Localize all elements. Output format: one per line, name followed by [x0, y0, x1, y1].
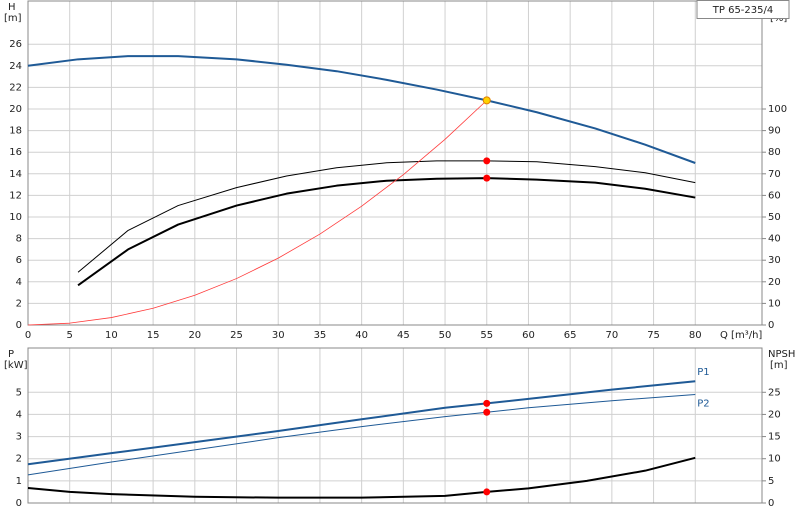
- series-line: [27, 380, 696, 466]
- y-tick-label: 0: [16, 320, 22, 331]
- y-tick-label: 2: [16, 454, 22, 465]
- y2-axis-label: NPSH: [768, 349, 795, 360]
- x-tick-label: 35: [314, 330, 327, 341]
- x-tick-label: 30: [272, 330, 285, 341]
- y2-tick-label: 90: [768, 126, 781, 137]
- y-tick-label: 6: [16, 255, 22, 266]
- y-axis-unit: [kW]: [4, 360, 28, 371]
- y-axis-unit: [m]: [4, 13, 22, 24]
- series-label: P2: [697, 399, 709, 410]
- y2-tick-label: 15: [768, 432, 781, 443]
- y-tick-label: 18: [9, 126, 22, 137]
- chart-title: TP 65-235/4: [712, 5, 773, 16]
- x-tick-label: 75: [647, 330, 660, 341]
- y2-tick-label: 25: [768, 387, 781, 398]
- y-tick-label: 2: [16, 298, 22, 309]
- x-tick-label: 0: [25, 330, 31, 341]
- x-tick-label: 70: [605, 330, 618, 341]
- y2-tick-label: 80: [768, 147, 781, 158]
- series-line: [77, 177, 696, 287]
- y-tick-label: 5: [16, 387, 22, 398]
- duty-point: [483, 408, 491, 416]
- x-tick-label: 50: [439, 330, 452, 341]
- y-tick-label: 24: [9, 61, 22, 72]
- duty-point: [483, 399, 491, 407]
- title-box: [696, 0, 790, 19]
- x-tick-label: 55: [480, 330, 493, 341]
- plot-frame: [27, 0, 763, 326]
- y2-tick-label: 100: [768, 104, 787, 115]
- y-tick-label: 14: [9, 169, 22, 180]
- y2-tick-label: 60: [768, 190, 781, 201]
- y2-tick-label: 0: [768, 498, 774, 509]
- y2-tick-label: 10: [768, 454, 781, 465]
- series-line: [27, 394, 696, 476]
- x-tick-label: 40: [355, 330, 368, 341]
- series-line: [27, 456, 696, 499]
- series-label: P1: [697, 367, 709, 378]
- x-tick-label: 5: [67, 330, 73, 341]
- y-tick-label: 16: [9, 147, 22, 158]
- y2-tick-label: 70: [768, 169, 781, 180]
- duty-point: [483, 157, 491, 165]
- series-line: [27, 55, 696, 164]
- y2-tick-label: 5: [768, 476, 774, 487]
- x-tick-label: 60: [522, 330, 535, 341]
- y-tick-label: 1: [16, 476, 22, 487]
- y-tick-label: 12: [9, 190, 22, 201]
- duty-point: [483, 488, 491, 496]
- y-tick-label: 20: [9, 104, 22, 115]
- y2-tick-label: 10: [768, 298, 781, 309]
- x-tick-label: 45: [397, 330, 410, 341]
- plot-frame: [27, 347, 763, 504]
- y2-axis-unit: [m]: [770, 360, 788, 371]
- x-tick-label: 20: [188, 330, 201, 341]
- y2-tick-label: 30: [768, 255, 781, 266]
- x-tick-label: 10: [105, 330, 118, 341]
- y-tick-label: 8: [16, 234, 22, 245]
- y-axis-label: H: [8, 2, 16, 13]
- y2-tick-label: 50: [768, 212, 781, 223]
- duty-point: [483, 174, 491, 182]
- x-tick-label: 25: [230, 330, 243, 341]
- y2-tick-label: 20: [768, 277, 781, 288]
- x-tick-label: 65: [564, 330, 577, 341]
- y-tick-label: 3: [16, 432, 22, 443]
- series-line: [77, 160, 696, 273]
- series-line: [27, 100, 488, 326]
- y2-tick-label: 20: [768, 409, 781, 420]
- y-tick-label: 4: [16, 409, 22, 420]
- y-tick-label: 10: [9, 212, 22, 223]
- x-axis-label: Q [m³/h]: [720, 330, 762, 341]
- duty-point: [482, 96, 491, 105]
- y-tick-label: 26: [9, 39, 22, 50]
- x-tick-label: 80: [689, 330, 702, 341]
- y2-tick-label: 0: [768, 320, 774, 331]
- y-axis-label: P: [8, 349, 14, 360]
- y-tick-label: 0: [16, 498, 22, 509]
- y-tick-label: 4: [16, 277, 22, 288]
- y2-tick-label: 40: [768, 234, 781, 245]
- x-tick-label: 15: [147, 330, 160, 341]
- y-tick-label: 22: [9, 82, 22, 93]
